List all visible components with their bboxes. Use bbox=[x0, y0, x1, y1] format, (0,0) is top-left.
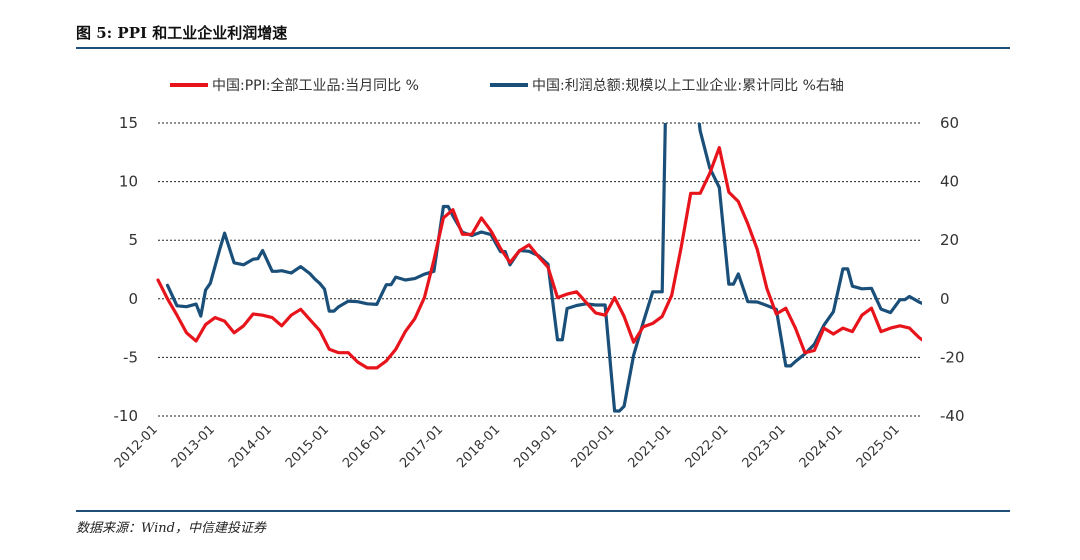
x-tick-label: 2018-01 bbox=[454, 422, 503, 471]
x-tick-label: 2024-01 bbox=[797, 422, 846, 471]
right-tick-label: 20 bbox=[940, 231, 959, 249]
left-tick-label: 10 bbox=[119, 173, 138, 191]
grid bbox=[158, 122, 920, 417]
legend-ppi-label: 中国:PPI:全部工业品:当月同比 % bbox=[212, 77, 419, 94]
legend-profit-label: 中国:利润总额:规模以上工业企业:累计同比 %右轴 bbox=[532, 77, 844, 94]
x-tick-label: 2015-01 bbox=[283, 422, 332, 471]
source-note: 数据来源：Wind，中信建投证券 bbox=[76, 521, 266, 536]
x-tick-label: 2017-01 bbox=[397, 422, 446, 471]
x-tick-label: 2012-01 bbox=[112, 422, 161, 471]
x-tick-label: 2019-01 bbox=[511, 422, 560, 471]
legend: 中国:PPI:全部工业品:当月同比 % 中国:利润总额:规模以上工业企业:累计同比… bbox=[170, 77, 844, 94]
left-tick-label: 0 bbox=[128, 290, 138, 308]
series-lines bbox=[156, 123, 922, 413]
x-tick-label: 2025-01 bbox=[854, 422, 903, 471]
x-tick-label: 2013-01 bbox=[169, 422, 218, 471]
right-tick-label: 0 bbox=[940, 290, 950, 308]
footer-rule bbox=[76, 510, 1010, 512]
left-axis-ticks: 15 10 5 0 -5 -10 bbox=[114, 114, 139, 425]
x-tick-label: 2021-01 bbox=[625, 422, 674, 471]
right-tick-label: 60 bbox=[940, 114, 959, 132]
x-tick-label: 2016-01 bbox=[340, 422, 389, 471]
left-tick-label: -5 bbox=[123, 348, 138, 366]
left-tick-label: -10 bbox=[114, 407, 139, 425]
ppi-series-line bbox=[156, 146, 922, 370]
right-tick-label: -40 bbox=[940, 407, 965, 425]
x-tick-label: 2023-01 bbox=[740, 422, 789, 471]
left-tick-label: 15 bbox=[119, 114, 138, 132]
profit-series-line bbox=[165, 123, 922, 413]
figure-title: 图 5: PPI 和工业企业利润增速 bbox=[76, 24, 288, 42]
right-axis-ticks: 60 40 20 0 -20 -40 bbox=[940, 114, 965, 425]
right-tick-label: 40 bbox=[940, 173, 959, 191]
right-tick-label: -20 bbox=[940, 348, 965, 366]
left-tick-label: 5 bbox=[128, 231, 138, 249]
x-tick-label: 2020-01 bbox=[568, 422, 617, 471]
x-tick-label: 2014-01 bbox=[226, 422, 275, 471]
x-tick-label: 2022-01 bbox=[683, 422, 732, 471]
x-axis-ticks: 2012-01 2013-01 2014-01 2015-01 2016-01 2017-… bbox=[112, 422, 903, 471]
title-rule bbox=[76, 47, 1010, 49]
